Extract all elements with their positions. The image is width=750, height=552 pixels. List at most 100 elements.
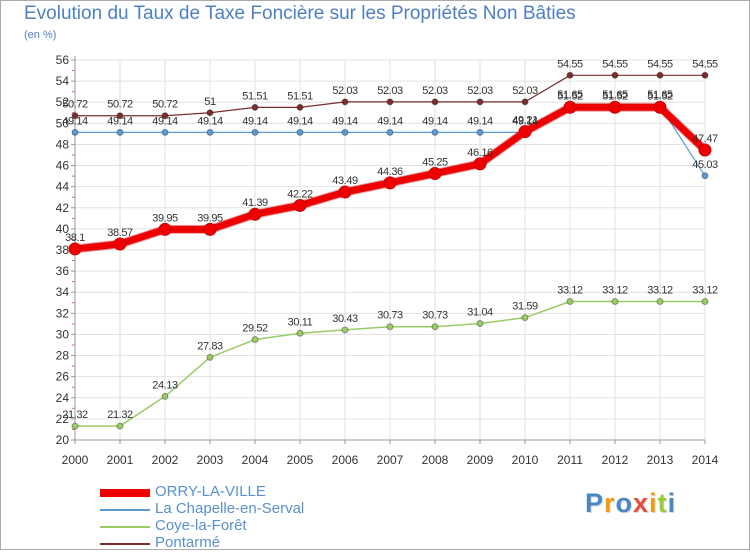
data-label: 31.59 [512,301,538,313]
data-label: 43.49 [332,175,358,187]
y-tick-label: 40 [56,222,70,236]
data-label: 51.65 [557,89,583,101]
y-tick-label: 22 [56,412,70,426]
data-label: 24.13 [152,379,178,391]
data-point [251,128,259,136]
x-tick-label: 2000 [62,453,89,467]
data-label: 46.16 [467,147,493,159]
data-point [293,198,307,212]
data-point [251,336,259,344]
data-label: 45.25 [422,156,448,168]
x-tick-label: 2003 [197,453,224,467]
data-point [608,100,622,114]
y-tick-label: 50 [56,116,70,130]
data-point [251,103,259,111]
data-label: 51 [204,96,216,108]
data-point [563,100,577,114]
data-label: 49.14 [377,115,403,127]
x-tick-label: 2008 [422,453,449,467]
x-tick-label: 2013 [647,453,674,467]
logo-letter: o [615,488,634,518]
data-point [341,128,349,136]
chart-title: Evolution du Taux de Taxe Foncière sur l… [24,3,576,24]
data-point [431,128,439,136]
data-point [116,422,124,430]
x-tick-label: 2005 [287,453,314,467]
x-tick-label: 2012 [602,453,629,467]
data-label: 29.52 [242,323,268,335]
data-label: 44.36 [377,166,403,178]
data-label: 38.57 [107,227,133,239]
data-point [566,71,574,79]
data-point [476,128,484,136]
data-point [296,103,304,111]
data-label: 33.12 [692,285,718,297]
data-label: 30.73 [422,310,448,322]
legend-label: La Chapelle-en-Serval [155,500,305,517]
legend-label: Pontarmé [155,534,221,551]
data-point [698,143,712,157]
data-label: 51.52 [557,90,583,102]
data-label: 33.12 [647,285,673,297]
data-label: 31.04 [467,306,493,318]
data-point [341,326,349,334]
data-label: 54.55 [557,58,583,70]
data-point [206,353,214,361]
y-tick-label: 36 [56,264,70,278]
x-tick-label: 2001 [107,453,134,467]
data-label: 49.14 [332,115,358,127]
data-point [71,112,79,120]
data-point [158,222,172,236]
data-label: 47.47 [692,133,718,145]
logo-letter: x [633,488,650,518]
y-tick-label: 46 [56,159,70,173]
data-point [71,128,79,136]
data-label: 49.14 [152,115,178,127]
x-tick-label: 2002 [152,453,179,467]
data-point [656,298,664,306]
data-point [113,237,127,251]
data-label: 27.83 [197,340,223,352]
data-point [701,71,709,79]
data-point [431,98,439,106]
data-label: 51.65 [647,89,673,101]
data-label: 30.73 [377,310,403,322]
y-tick-label: 56 [56,53,70,67]
data-point [341,98,349,106]
data-point [68,242,82,256]
y-tick-label: 20 [56,433,70,447]
legend-label: ORRY-LA-VILLE [155,483,266,500]
x-tick-label: 2006 [332,453,359,467]
y-tick-label: 26 [56,370,70,384]
data-point [476,98,484,106]
proxiti-logo: ProxitiProxiti [585,488,676,519]
data-point [161,112,169,120]
data-label: 49.14 [512,115,538,127]
data-label: 51.65 [602,89,628,101]
data-label: 49.14 [287,115,313,127]
data-label: 49.14 [197,115,223,127]
data-label: 51.52 [647,90,673,102]
data-point [701,298,709,306]
y-tick-label: 44 [56,180,70,194]
data-point [473,157,487,171]
legend-swatch [100,509,150,511]
x-tick-label: 2011 [557,453,583,467]
data-point [518,125,532,139]
data-label: 50.72 [152,99,178,111]
y-tick-label: 42 [56,201,70,215]
y-tick-label: 30 [56,327,70,341]
data-point [521,98,529,106]
data-point [431,323,439,331]
data-label: 49.14 [467,115,493,127]
data-point [206,109,214,117]
data-point [383,176,397,190]
logo-letter: r [604,488,616,518]
data-label: 49.14 [62,115,88,127]
data-point [296,329,304,337]
x-tick-label: 2010 [512,453,539,467]
data-point [521,314,529,322]
legend-swatch [100,526,150,528]
data-label: 52.03 [467,85,493,97]
